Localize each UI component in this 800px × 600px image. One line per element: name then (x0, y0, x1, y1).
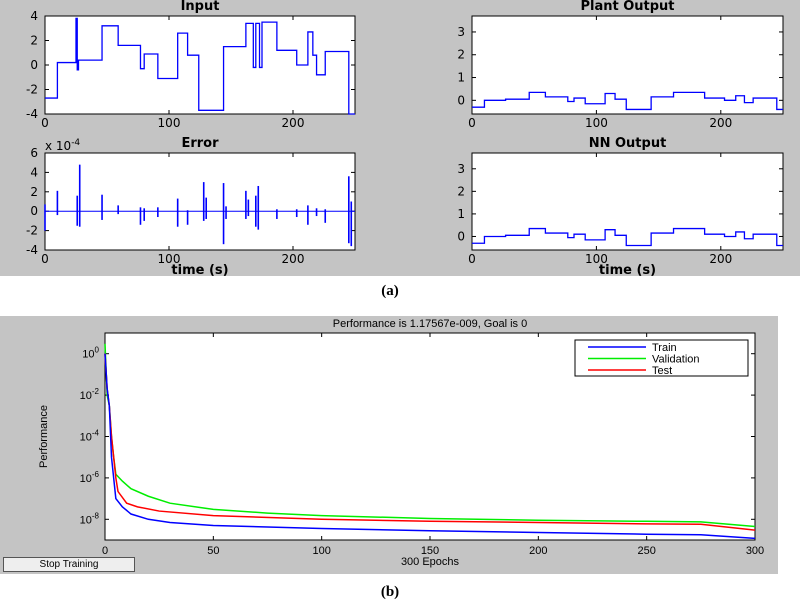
x-tick-label: 100 (585, 252, 608, 266)
y-tick-label: 1 (457, 207, 465, 221)
y-axis-label: Performance (38, 405, 50, 468)
y-tick-label: 0 (457, 229, 465, 243)
x-tick-label: 300 (746, 545, 764, 557)
x-tick-label: 50 (207, 545, 219, 557)
y-tick-label: -2 (26, 224, 38, 238)
y-tick-label: 10-8 (80, 511, 100, 526)
y-tick-label: -4 (26, 107, 38, 121)
plot-area (471, 152, 784, 251)
x-axis-label: time (s) (599, 263, 656, 278)
nn-chart: 0 100 200 0 1 2 3 NN Output time (s) (457, 136, 784, 278)
y-tick-label: -2 (26, 83, 38, 97)
x-tick-label: 0 (468, 252, 476, 266)
x-tick-label: 200 (282, 116, 305, 130)
legend-label-validation: Validation (652, 354, 700, 366)
caption-b: (b) (381, 584, 399, 600)
y-tick-label: 6 (30, 146, 38, 160)
y-tick-label: 0 (30, 58, 38, 72)
y-tick-label: 10-6 (80, 470, 100, 485)
y-tick-label: 2 (30, 185, 38, 199)
plant-chart: 0 100 200 0 1 2 3 Plant Output (457, 0, 784, 130)
x-axis-label: time (s) (171, 263, 228, 278)
x-tick-label: 250 (637, 545, 655, 557)
x-tick-label: 100 (158, 116, 181, 130)
y-tick-label: 100 (82, 346, 99, 361)
x-tick-label: 0 (102, 545, 108, 557)
y-tick-label: 0 (457, 93, 465, 107)
chart-title: Performance is 1.17567e-009, Goal is 0 (333, 318, 527, 330)
legend-label-test: Test (652, 365, 672, 377)
nn-series-line (472, 227, 783, 247)
y-tick-label: 0 (30, 204, 38, 218)
y-tick-label: 3 (457, 162, 465, 176)
caption-a: (a) (381, 283, 399, 299)
y-tick-label: 1 (457, 71, 465, 85)
chart-title: NN Output (589, 136, 667, 151)
y-tick-label: 4 (30, 165, 38, 179)
x-tick-label: 200 (282, 252, 305, 266)
x-tick-label: 100 (585, 116, 608, 130)
plot-area (471, 15, 784, 115)
y-tick-label: 2 (457, 48, 465, 62)
performance-chart: 0 50 100 150 200 250 300 100 10-2 10-4 10-6 10-8 Per… (38, 318, 764, 568)
stop-training-button[interactable]: Stop Training (3, 557, 135, 572)
x-tick-label: 0 (41, 252, 49, 266)
y-tick-label: 2 (30, 34, 38, 48)
x-tick-label: 100 (158, 252, 181, 266)
y-exponent-label: x 10-4 (45, 138, 80, 153)
y-tick-label: 2 (457, 184, 465, 198)
x-tick-label: 200 (529, 545, 547, 557)
y-tick-label: -4 (26, 243, 38, 257)
plot-area (44, 152, 356, 251)
input-series-line (45, 17, 355, 115)
y-tick-label: 3 (457, 25, 465, 39)
x-tick-label: 200 (709, 116, 732, 130)
input-chart: 0 100 200 -4 -2 0 2 4 Input (26, 0, 356, 130)
x-tick-label: 200 (709, 252, 732, 266)
train-series-line (104, 353, 756, 540)
x-axis-label: 300 Epochs (401, 556, 460, 568)
x-tick-label: 0 (468, 116, 476, 130)
x-tick-label: 150 (421, 545, 439, 557)
x-tick-label: 0 (41, 116, 49, 130)
y-tick-label: 10-2 (80, 387, 100, 402)
chart-title: Plant Output (580, 0, 674, 14)
chart-title: Input (181, 0, 220, 14)
y-tick-label: 4 (30, 9, 38, 23)
legend-label-train: Train (652, 342, 677, 354)
y-tick-label: 10-4 (80, 429, 100, 444)
plant-series-line (472, 91, 783, 111)
x-tick-label: 100 (312, 545, 330, 557)
chart-title: Error (181, 136, 219, 151)
